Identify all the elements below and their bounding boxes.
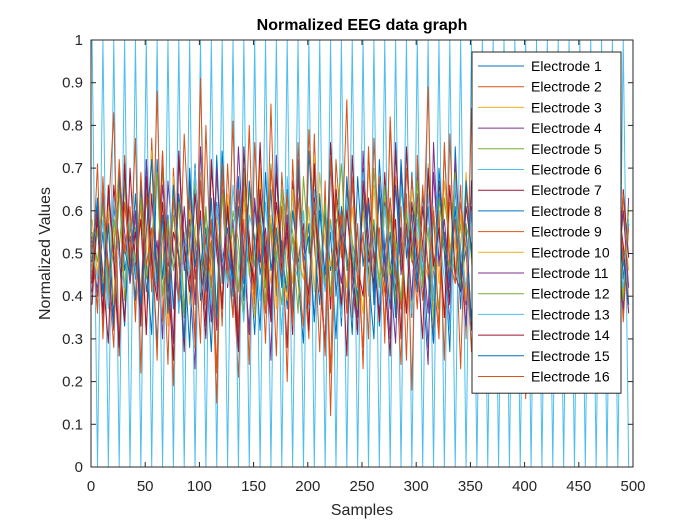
legend-label-electrode-8: Electrode 8 [531, 203, 602, 219]
y-tick-label: 0.2 [62, 374, 83, 391]
x-axis-title: Samples [331, 502, 393, 519]
legend-label-electrode-3: Electrode 3 [531, 99, 602, 115]
legend-label-electrode-7: Electrode 7 [531, 182, 602, 198]
legend-label-electrode-12: Electrode 12 [531, 286, 610, 302]
x-tick-label: 450 [566, 478, 591, 495]
y-tick-label: 1 [75, 32, 83, 49]
x-tick-label: 100 [187, 478, 212, 495]
legend-label-electrode-6: Electrode 6 [531, 162, 602, 178]
x-tick-label: 50 [137, 478, 154, 495]
legend-label-electrode-15: Electrode 15 [531, 348, 610, 364]
x-tick-label: 500 [620, 478, 645, 495]
legend-label-electrode-2: Electrode 2 [531, 79, 602, 95]
legend-box [471, 51, 622, 394]
x-tick-label: 150 [241, 478, 266, 495]
ticks-layer: 0 50 100 150 200 250 300 350 400 450 500 0 0.1 0.2 0.3… [62, 32, 645, 495]
x-tick-label: 0 [87, 478, 95, 495]
x-tick-label: 250 [349, 478, 374, 495]
legend-label-electrode-5: Electrode 5 [531, 141, 602, 157]
y-tick-label: 0.8 [62, 117, 83, 134]
y-tick-label: 0.5 [62, 246, 83, 263]
legend-label-electrode-1: Electrode 1 [531, 58, 602, 74]
y-tick-label: 0.7 [62, 160, 83, 177]
y-tick-label: 0.9 [62, 75, 83, 92]
legend-label-electrode-4: Electrode 4 [531, 120, 602, 136]
y-tick-label: 0.1 [62, 416, 83, 433]
legend-label-electrode-10: Electrode 10 [531, 244, 610, 260]
legend: Electrode 1 Electrode 2 Electrode 3 Electro… [471, 51, 622, 394]
x-tick-label: 400 [512, 478, 537, 495]
legend-label-electrode-13: Electrode 13 [531, 306, 610, 322]
y-axis-title: Normalized Values [37, 187, 54, 320]
x-tick-label: 300 [404, 478, 429, 495]
x-tick-label: 200 [295, 478, 320, 495]
legend-label-electrode-16: Electrode 16 [531, 369, 610, 385]
legend-label-electrode-9: Electrode 9 [531, 224, 602, 240]
y-tick-label: 0.6 [62, 203, 83, 220]
legend-label-electrode-14: Electrode 14 [531, 327, 610, 343]
y-tick-label: 0.3 [62, 331, 83, 348]
legend-label-electrode-11: Electrode 11 [531, 265, 609, 281]
y-tick-label: 0.4 [62, 288, 83, 305]
y-tick-label: 0 [75, 459, 83, 476]
chart-title: Normalized EEG data graph [257, 17, 468, 34]
x-tick-label: 350 [458, 478, 483, 495]
